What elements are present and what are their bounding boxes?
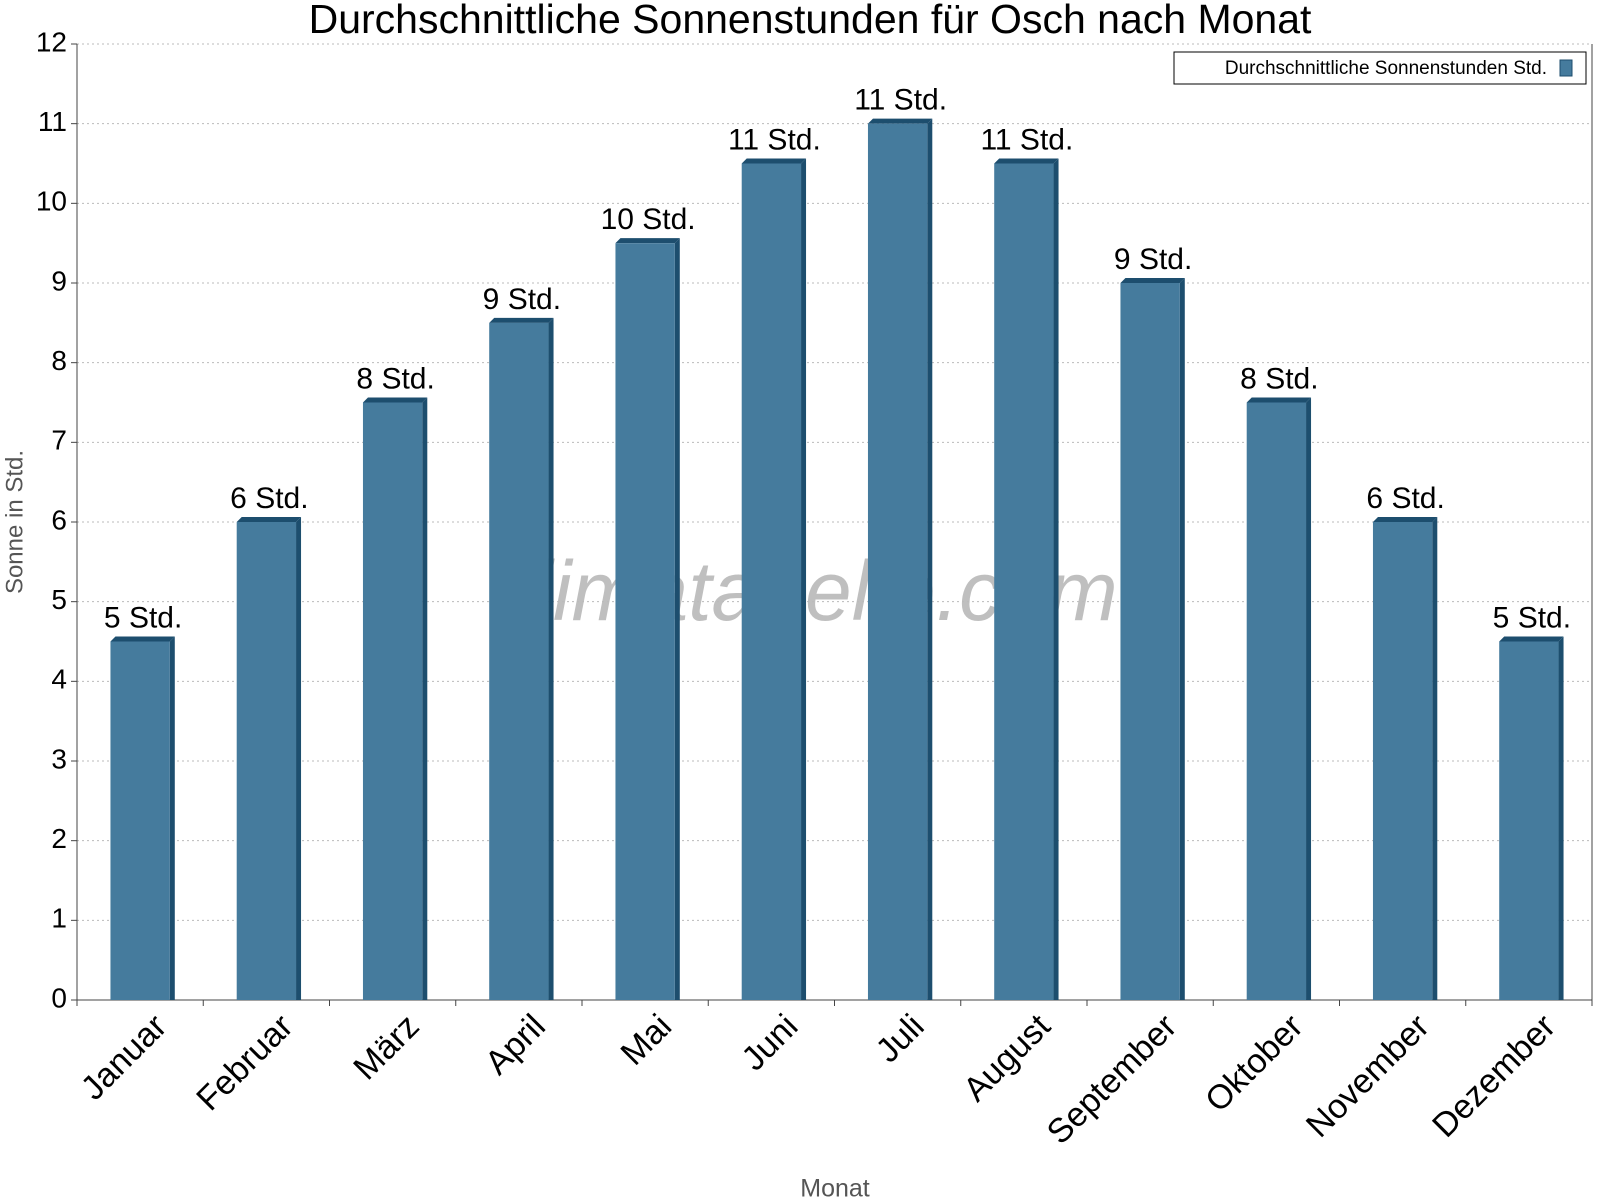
bar (1246, 402, 1307, 1000)
data-label: 5 Std. (1493, 601, 1571, 634)
x-tick-label: November (1299, 1007, 1437, 1145)
bar-side (548, 317, 554, 1000)
y-tick-label: 2 (51, 823, 67, 854)
bar-top (615, 238, 680, 244)
bar-top (994, 158, 1059, 164)
legend-swatch (1559, 59, 1573, 77)
bar-side (1432, 517, 1438, 1000)
y-tick-label: 10 (36, 186, 67, 217)
y-tick-label: 6 (51, 504, 67, 535)
y-tick-label: 0 (51, 982, 67, 1013)
y-tick-label: 9 (51, 265, 67, 296)
x-tick-label: März (346, 1007, 426, 1087)
y-tick-label: 4 (51, 664, 67, 695)
x-tick-label: Oktober (1198, 1007, 1310, 1119)
bar-side (1053, 158, 1059, 1000)
bar-side (801, 158, 807, 1000)
bar-side (674, 238, 680, 1000)
data-label: 11 Std. (728, 123, 821, 156)
bar (867, 123, 928, 1000)
bar-side (422, 397, 428, 1000)
x-tick-label: Juli (869, 1007, 932, 1070)
bar (362, 402, 423, 1000)
x-tick-label: Mai (614, 1007, 680, 1073)
bar-side (1558, 636, 1564, 1000)
y-tick-label: 5 (51, 584, 67, 615)
bar (994, 163, 1054, 1000)
bar-top (236, 517, 302, 522)
y-tick-label: 1 (51, 903, 67, 934)
bar (236, 522, 297, 1000)
bar-side (169, 636, 175, 1000)
data-label: 8 Std. (1240, 362, 1318, 395)
x-axis-title: Monat (800, 1175, 870, 1200)
bar-top (1120, 278, 1185, 283)
bar (489, 322, 549, 1000)
bar (110, 641, 170, 1000)
x-tick-label: September (1040, 1007, 1184, 1151)
bar (741, 163, 802, 1000)
data-label: 10 Std. (601, 203, 696, 236)
bar-top (1246, 397, 1312, 403)
data-label: 9 Std. (1114, 243, 1192, 276)
data-label: 5 Std. (104, 601, 182, 634)
bar-top (867, 118, 933, 124)
y-tick-label: 12 (36, 26, 67, 57)
y-tick-label: 8 (51, 345, 67, 376)
bar-top (110, 636, 175, 642)
x-tick-label: April (478, 1007, 553, 1082)
data-label: 8 Std. (356, 362, 434, 395)
x-tick-label: Januar (74, 1007, 174, 1107)
bar-top (489, 317, 554, 323)
x-tick-label: Juni (734, 1007, 805, 1078)
x-tick-label: August (956, 1007, 1058, 1109)
legend-box (1173, 51, 1587, 85)
y-tick-label: 3 (51, 743, 67, 774)
bar-top (362, 397, 428, 403)
y-tick-label: 7 (51, 425, 67, 456)
y-tick-label: 11 (38, 106, 67, 137)
bar (1372, 522, 1433, 1000)
bar-side (1179, 278, 1185, 1000)
bar (615, 243, 675, 1000)
y-axis-title: Sonne in Std. (1, 450, 28, 594)
bar (1120, 283, 1180, 1000)
bar-top (741, 158, 807, 164)
data-label: 6 Std. (1366, 482, 1444, 515)
data-label: 9 Std. (483, 283, 561, 316)
x-tick-label: Dezember (1425, 1007, 1563, 1145)
legend-label: Durchschnittliche Sonnenstunden Std. (1225, 58, 1547, 79)
x-tick-label: Februar (189, 1007, 300, 1118)
data-label: 11 Std. (980, 123, 1073, 156)
bar-top (1499, 636, 1564, 642)
data-label: 11 Std. (854, 84, 947, 117)
bar-side (927, 118, 933, 1000)
bar-side (1306, 397, 1312, 1000)
bar-side (296, 517, 302, 1000)
data-label: 6 Std. (230, 482, 308, 515)
chart-title: Durchschnittliche Sonnenstunden für Osch… (309, 0, 1312, 42)
bar-top (1372, 517, 1438, 522)
bar (1499, 641, 1559, 1000)
